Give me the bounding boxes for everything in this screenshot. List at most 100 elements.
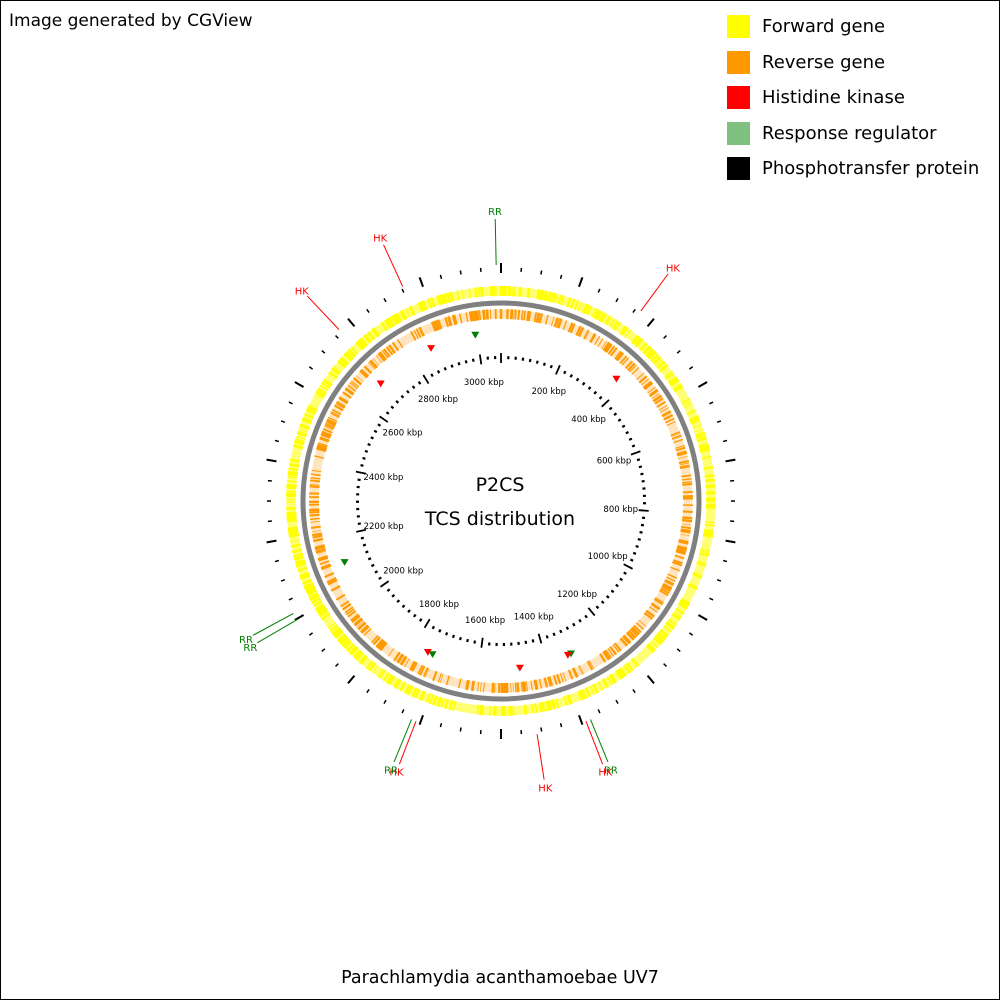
minor-tick: [595, 605, 600, 610]
outer-tick: [335, 663, 339, 667]
forward-gene: [308, 592, 318, 598]
minor-tick: [395, 400, 400, 404]
major-tick: [478, 354, 483, 365]
reverse-gene: [673, 438, 683, 443]
minor-tick: [552, 632, 556, 637]
reverse-gene: [412, 662, 418, 672]
forward-gene: [544, 291, 549, 302]
forward-gene: [563, 695, 568, 706]
legend-item-response-regulator: Response regulator: [727, 116, 979, 152]
forward-gene: [394, 678, 402, 690]
hk-marker: [563, 651, 572, 659]
forward-gene: [597, 681, 604, 691]
forward-gene: [338, 359, 347, 367]
forward-gene: [550, 292, 555, 303]
forward-gene: [623, 665, 630, 674]
forward-gene: [613, 321, 622, 331]
forward-gene: [286, 483, 297, 487]
feature-leader-line: [383, 244, 404, 287]
forward-gene: [320, 612, 331, 621]
forward-gene: [647, 350, 657, 360]
outer-tick: [709, 401, 714, 405]
forward-gene: [303, 582, 314, 588]
forward-gene: [699, 447, 710, 453]
forward-gene: [286, 486, 297, 490]
reverse-gene: [514, 309, 517, 320]
forward-gene: [477, 287, 481, 298]
forward-gene: [286, 480, 297, 483]
reverse-gene: [369, 359, 378, 369]
reverse-gene: [311, 532, 322, 535]
tick-label: 1000 kbp: [588, 552, 628, 562]
reverse-gene: [317, 555, 328, 560]
reverse-gene: [368, 361, 376, 370]
reverse-gene: [439, 673, 444, 684]
reverse-gene: [344, 387, 354, 396]
forward-gene: [538, 702, 543, 713]
reverse-gene: [464, 679, 468, 690]
forward-gene: [488, 705, 491, 716]
reverse-gene: [342, 391, 352, 399]
outer-tick: [722, 559, 728, 563]
reverse-gene: [451, 314, 457, 326]
rr-marker: [340, 559, 349, 566]
forward-gene: [293, 555, 305, 561]
reverse-gene: [319, 436, 330, 442]
forward-gene: [295, 438, 305, 442]
tick-labels: 200 kbp 400 kbp 600 kbp 800 kbp 1000 kbp 1200…: [363, 378, 638, 626]
forward-gene: [653, 636, 663, 645]
forward-gene: [288, 464, 299, 468]
major-tick: [630, 450, 641, 456]
outer-tick: [559, 722, 563, 728]
major-tick: [355, 470, 366, 475]
forward-gene: [670, 379, 680, 387]
forward-gene: [704, 478, 716, 483]
forward-gene: [315, 391, 325, 399]
reverse-gene: [404, 658, 410, 668]
reverse-gene: [418, 327, 424, 337]
tick-label: 1200 kbp: [557, 590, 597, 600]
reverse-gene: [309, 485, 320, 488]
reverse-gene: [345, 387, 355, 395]
outer-tick: [439, 722, 443, 728]
outer-tick: [459, 727, 462, 732]
forward-gene: [411, 687, 418, 698]
forward-gene: [350, 346, 358, 355]
reverse-gene: [320, 433, 331, 439]
forward-gene: [380, 322, 387, 332]
reverse-gene: [472, 680, 475, 692]
reverse-gene: [321, 565, 332, 571]
minor-tick: [406, 389, 410, 394]
minor-tick: [545, 635, 549, 639]
outer-tick: [716, 420, 722, 424]
reverse-gene: [355, 375, 364, 383]
forward-gene: [302, 578, 312, 584]
forward-gene: [702, 534, 714, 538]
minor-tick: [587, 386, 592, 390]
forward-gene: [304, 583, 315, 590]
minor-tick: [438, 629, 442, 633]
reverse-gene: [557, 673, 562, 684]
forward-gene: [696, 436, 707, 442]
forward-gene: [317, 607, 327, 615]
reverse-gene: [352, 378, 362, 386]
reverse-gene: [387, 648, 395, 657]
reverse-gene: [547, 676, 551, 687]
forward-gene: [301, 418, 312, 425]
feature-leader-line: [590, 719, 609, 763]
minor-tick: [417, 381, 422, 385]
forward-gene: [692, 572, 703, 579]
forward-gene: [449, 291, 455, 302]
hk-marker: [423, 649, 432, 656]
reverse-gene: [557, 318, 563, 329]
reverse-gene: [310, 473, 321, 477]
reverse-gene: [470, 680, 475, 691]
reverse-gene: [394, 652, 401, 662]
reverse-gene: [314, 455, 325, 459]
forward-gene: [295, 436, 306, 440]
minor-tick: [631, 444, 636, 448]
forward-gene: [321, 381, 331, 389]
reverse-gene: [478, 310, 481, 321]
reverse-gene: [349, 382, 358, 390]
outer-tick: [418, 277, 424, 288]
